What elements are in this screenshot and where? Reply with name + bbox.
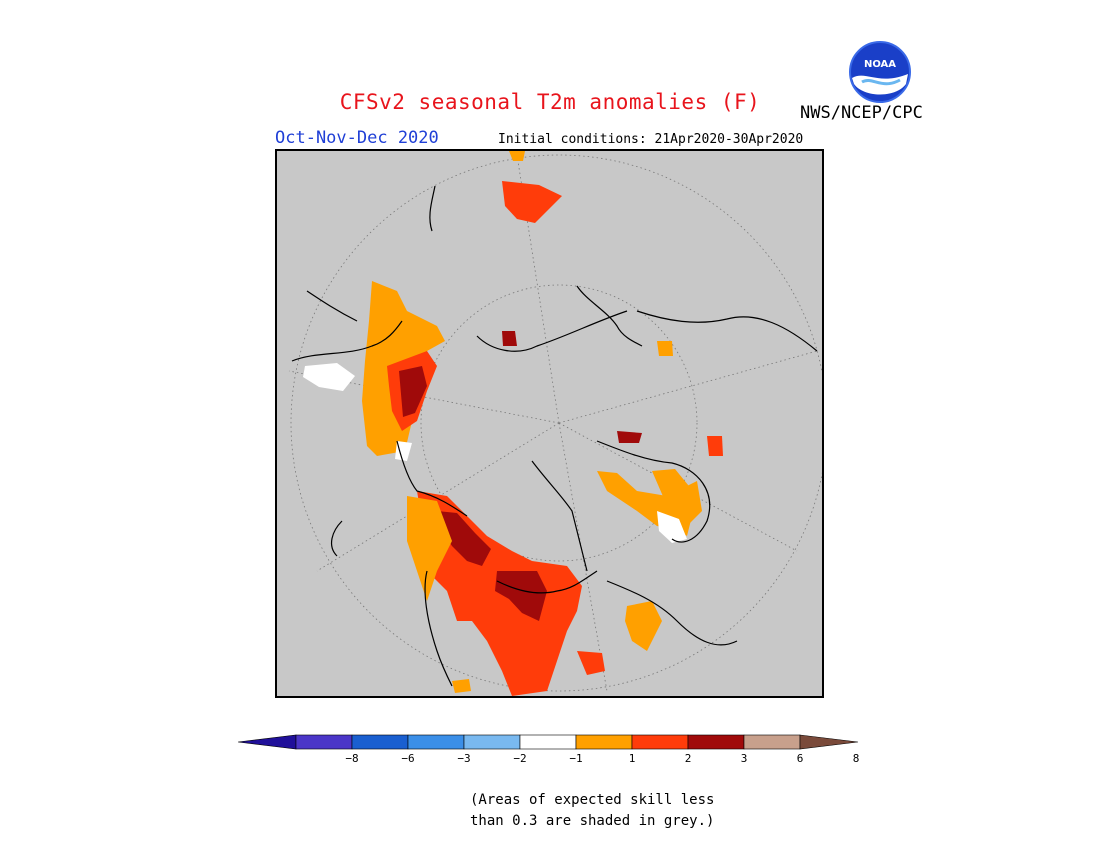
color-legend: [237, 732, 862, 756]
legend-bin: [295, 734, 353, 750]
legend-high-arrow: [799, 734, 859, 750]
legend-tick-label: −8: [345, 752, 359, 765]
noaa-logo: NOAA: [848, 40, 912, 108]
legend-tick-label: −2: [513, 752, 527, 765]
polar-map: [275, 149, 824, 698]
anomaly-region-north-america: [407, 491, 605, 696]
skill-note-line1: (Areas of expected skill less: [470, 792, 715, 808]
org-label: NWS/NCEP/CPC: [800, 103, 923, 123]
legend-bin: [463, 734, 521, 750]
initial-conditions-label: Initial conditions: 21Apr2020-30Apr2020: [498, 132, 804, 147]
legend-tick-label: 2: [684, 752, 692, 765]
coastlines: [291, 185, 818, 687]
legend-bin: [687, 734, 745, 750]
svg-text:NOAA: NOAA: [864, 59, 896, 70]
skill-note-line2: than 0.3 are shaded in grey.): [470, 813, 715, 829]
anomaly-region-north-atlantic: [502, 151, 562, 223]
meridian-line: [558, 350, 818, 424]
latitude-circle-outer: [290, 154, 822, 692]
anomaly-region-europe: [303, 281, 445, 461]
legend-bin: [519, 734, 577, 750]
skill-note: (Areas of expected skill less than 0.3 a…: [470, 790, 730, 832]
legend-tick-label: 8: [852, 752, 860, 765]
latitude-circle-inner: [420, 284, 698, 562]
legend-tick-label: −6: [401, 752, 415, 765]
season-label: Oct-Nov-Dec 2020: [275, 128, 439, 148]
legend-tick-label: −3: [457, 752, 471, 765]
legend-tick-label: 1: [628, 752, 636, 765]
legend-bin: [631, 734, 689, 750]
anomaly-region-greenland: [502, 331, 723, 651]
legend-bin: [575, 734, 633, 750]
legend-tick-label: 3: [740, 752, 748, 765]
meridian-line: [288, 370, 560, 424]
legend-tick-label: 6: [796, 752, 804, 765]
legend-low-arrow: [237, 734, 297, 750]
legend-bin: [407, 734, 465, 750]
legend-tick-label: −1: [569, 752, 583, 765]
legend-bin: [743, 734, 801, 750]
map-title: CFSv2 seasonal T2m anomalies (F): [339, 90, 761, 114]
legend-bin: [351, 734, 409, 750]
